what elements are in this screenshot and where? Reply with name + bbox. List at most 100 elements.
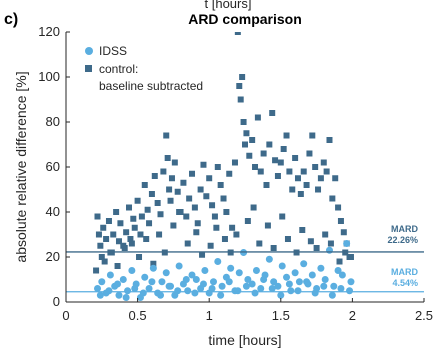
chart-title: ARD comparison <box>188 11 302 27</box>
control-point <box>226 170 233 177</box>
control-point <box>327 240 334 247</box>
idss-point <box>192 276 200 283</box>
control-point <box>183 213 190 220</box>
y-tick-label: 80 <box>46 114 60 129</box>
control-point <box>123 229 130 236</box>
idss-point <box>334 267 342 274</box>
control-point <box>126 204 133 211</box>
control-point <box>256 240 263 247</box>
control-point <box>180 179 187 186</box>
y-tick-label: 100 <box>38 69 60 84</box>
control-point <box>113 209 120 215</box>
idss-point <box>242 282 250 290</box>
idss-point <box>330 282 338 290</box>
control-point <box>279 213 286 220</box>
control-point <box>184 240 191 247</box>
control-point <box>244 218 251 224</box>
control-point <box>98 254 105 260</box>
control-point <box>240 119 247 125</box>
control-point <box>171 159 178 166</box>
control-point <box>337 218 344 224</box>
control-point <box>329 195 336 202</box>
control-point <box>170 222 177 229</box>
control-point <box>315 186 322 193</box>
idss-point <box>182 276 190 283</box>
idss-point <box>260 276 268 283</box>
idss-point <box>105 287 113 295</box>
idss-point <box>268 285 276 292</box>
control-point <box>313 245 320 251</box>
idss-point <box>248 280 256 288</box>
idss-point <box>96 291 104 299</box>
idss-point <box>283 273 291 281</box>
idss-point <box>139 289 147 297</box>
idss-point <box>184 287 192 295</box>
y-axis-title: absolute relative difference [%] <box>13 71 29 262</box>
x-axis-title: time [hours] <box>208 332 281 348</box>
idss-point <box>98 278 106 286</box>
x-tick-label: 1.5 <box>272 308 290 323</box>
idss-point <box>291 269 299 277</box>
control-point <box>323 168 330 175</box>
control-point <box>246 152 253 159</box>
idss-point <box>208 285 216 292</box>
control-point <box>239 74 246 80</box>
control-point <box>131 224 138 231</box>
control-point <box>186 195 193 202</box>
control-point <box>249 137 256 143</box>
control-point <box>167 197 174 204</box>
idss-point <box>188 271 196 279</box>
idss-point <box>346 287 354 295</box>
y-tick-label: 40 <box>46 204 60 219</box>
control-point <box>136 254 143 260</box>
series-control <box>93 32 354 274</box>
control-point <box>274 173 281 179</box>
control-point <box>223 209 230 215</box>
idss-point <box>165 282 173 290</box>
control-point <box>137 231 144 238</box>
idss-point <box>157 291 165 299</box>
idss-point <box>162 269 170 277</box>
control-point <box>220 195 227 202</box>
control-point <box>320 159 327 166</box>
idss-point <box>149 264 157 272</box>
idss-point <box>191 289 199 297</box>
control-point <box>209 202 216 209</box>
control-point <box>322 231 329 238</box>
control-point <box>127 236 134 242</box>
idss-point <box>201 267 209 274</box>
idss-point <box>148 278 156 286</box>
legend-label-idss: IDSS <box>99 44 127 58</box>
control-point <box>272 157 279 164</box>
control-point <box>100 224 107 231</box>
x-tick-label: 0.5 <box>129 308 147 323</box>
control-point <box>260 150 267 157</box>
idss-point <box>277 291 285 299</box>
control-point <box>289 186 296 193</box>
control-point <box>115 238 122 245</box>
idss-point <box>227 264 235 272</box>
panel-label: c) <box>4 11 18 28</box>
idss-point <box>308 271 316 279</box>
control-point <box>163 132 170 139</box>
idss-point <box>119 276 127 283</box>
control-point <box>160 168 167 175</box>
control-point <box>263 182 270 188</box>
control-point <box>269 110 276 116</box>
idss-point <box>235 269 243 277</box>
idss-point <box>145 285 153 292</box>
control-point <box>312 164 319 170</box>
control-point <box>221 236 228 242</box>
idss-point <box>141 273 149 281</box>
idss-point <box>278 262 286 270</box>
idss-point <box>174 287 182 295</box>
idss-point <box>287 287 295 295</box>
idss-point <box>131 285 139 292</box>
control-point <box>166 186 173 193</box>
idss-point <box>325 246 333 254</box>
idss-point <box>124 287 132 295</box>
control-point <box>117 220 124 227</box>
control-point <box>309 132 316 139</box>
control-point <box>347 254 354 260</box>
